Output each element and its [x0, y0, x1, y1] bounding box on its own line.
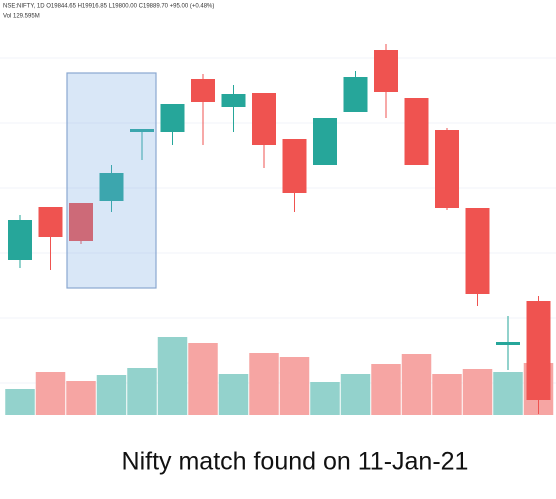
volume-bar [462, 369, 493, 415]
volume-bar [127, 368, 157, 415]
candle-layer [8, 44, 551, 414]
volume-bar [401, 354, 432, 415]
volume-bar [493, 372, 523, 415]
candle-body [343, 77, 368, 112]
match-highlight [66, 72, 157, 289]
volume-label: Vol 129.595M [3, 14, 40, 20]
candle-body [69, 203, 93, 241]
volume-bar [35, 372, 66, 415]
volume-bar [66, 381, 96, 415]
candle-body [313, 118, 337, 165]
candle-body [465, 208, 490, 294]
volume-bar [188, 343, 218, 415]
volume-bar [96, 375, 127, 415]
candle-body [221, 94, 246, 107]
volume-bar [249, 353, 279, 415]
candle-body [191, 79, 215, 102]
volume-bar [371, 364, 401, 415]
volume-bar [218, 374, 249, 415]
candle-body [404, 98, 429, 165]
candle-body [435, 130, 459, 208]
candle-body [99, 173, 124, 201]
volume-bar [340, 374, 371, 415]
volume-bar [432, 374, 462, 415]
candle-body [8, 220, 32, 260]
volume-bar [5, 389, 35, 415]
chart-title: Nifty match found on 11-Jan-21 [122, 448, 469, 476]
volume-bar [157, 337, 188, 415]
candle-body [496, 342, 520, 345]
candle-body [374, 50, 398, 92]
candle-body [526, 301, 551, 400]
candle-body [282, 139, 307, 193]
candle-body [160, 104, 185, 132]
candle-body [38, 207, 63, 237]
chart-header: NSE:NIFTY, 1D O19844.65 H19916.85 L19800… [3, 4, 214, 10]
volume-bar [310, 382, 340, 415]
candle-body [130, 129, 154, 132]
candle-body [252, 93, 276, 145]
volume-bar [279, 357, 310, 415]
